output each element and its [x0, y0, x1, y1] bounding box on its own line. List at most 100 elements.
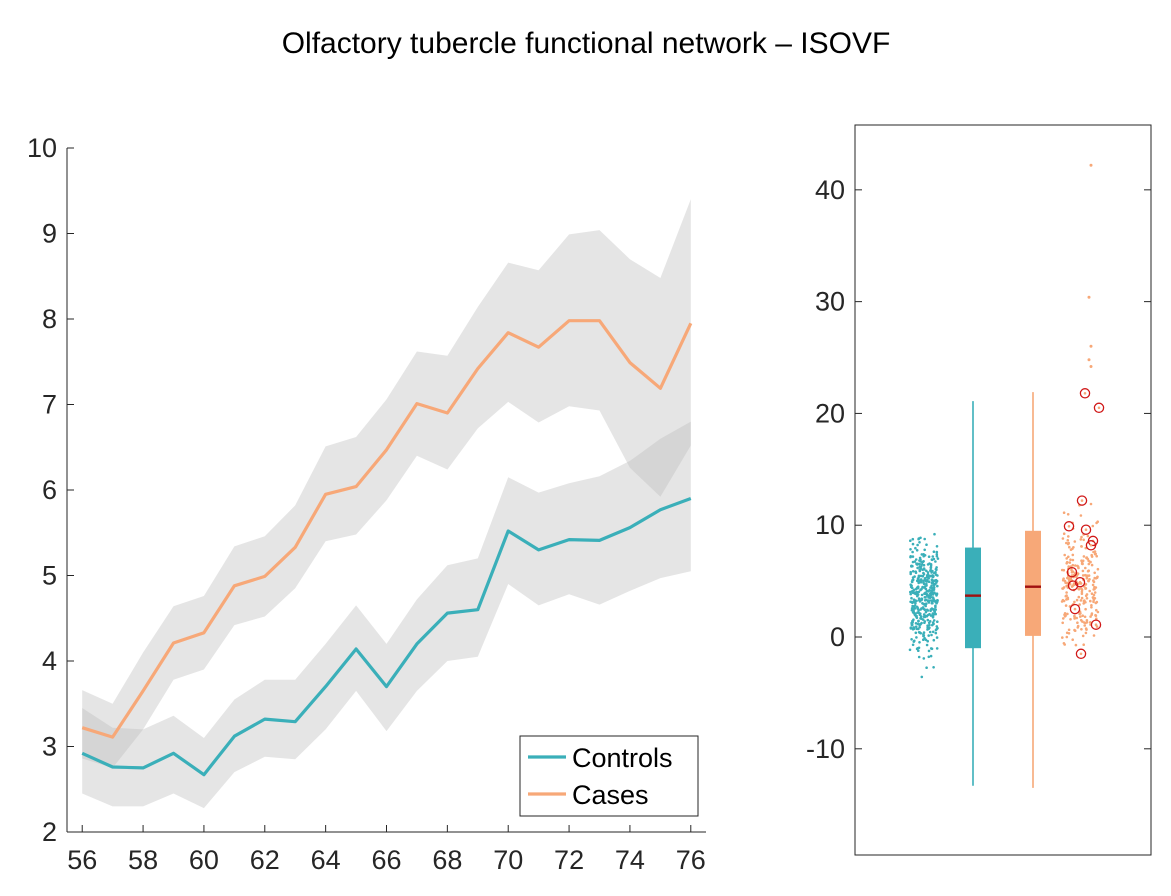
scatter-point-cases — [1094, 601, 1098, 605]
legend-label-1: Cases — [572, 780, 649, 810]
scatter-point-controls — [931, 630, 935, 634]
scatter-point-controls — [909, 548, 912, 551]
scatter-point-cases — [1083, 615, 1087, 619]
scatter-point-controls — [910, 580, 914, 583]
scatter-point-cases — [1069, 548, 1073, 551]
legend-label-0: Controls — [572, 743, 673, 773]
scatter-point-controls — [935, 647, 939, 650]
scatter-point-cases — [1080, 592, 1084, 596]
scatter-point-cases — [1061, 636, 1064, 639]
scatter-point-controls — [917, 590, 921, 594]
outlier-point-cases — [1089, 365, 1093, 368]
box-controls — [965, 547, 981, 649]
y-tick-label: 8 — [42, 304, 57, 334]
scatter-point-cases — [1087, 559, 1090, 563]
confidence-band-0 — [82, 421, 691, 809]
scatter-point-controls — [917, 579, 920, 583]
scatter-point-controls — [918, 641, 921, 644]
highlighted-point — [1080, 524, 1092, 535]
scatter-point-controls — [922, 657, 926, 660]
scatter-point-controls — [909, 570, 912, 574]
scatter-point-controls — [918, 568, 921, 571]
highlighted-point-dot — [1097, 406, 1101, 410]
scatter-point-cases — [1063, 553, 1066, 557]
scatter-point-controls — [934, 612, 937, 616]
scatter-point-controls — [909, 555, 912, 559]
scatter-point-controls — [930, 601, 934, 605]
x-tick-label: 56 — [67, 845, 97, 875]
scatter-point-controls — [914, 625, 918, 628]
scatter-point-controls — [911, 570, 915, 573]
scatter-point-controls — [932, 557, 936, 561]
scatter-point-cases — [1086, 569, 1090, 573]
box-y-tick-label: -10 — [806, 734, 845, 764]
scatter-point-cases — [1093, 587, 1096, 591]
x-tick-label: 70 — [493, 845, 523, 875]
scatter-point-cases — [1080, 590, 1084, 594]
scatter-point-cases — [1067, 628, 1071, 632]
scatter-point-cases — [1092, 596, 1095, 599]
x-tick-label: 66 — [371, 845, 401, 875]
scatter-point-controls — [917, 597, 921, 600]
scatter-point-cases — [1062, 511, 1066, 514]
scatter-point-cases — [1079, 615, 1082, 618]
scatter-point-controls — [917, 577, 920, 581]
scatter-point-cases — [1090, 612, 1094, 615]
scatter-point-controls — [909, 590, 912, 594]
scatter-point-cases — [1089, 599, 1092, 603]
scatter-point-controls — [931, 569, 934, 573]
scatter-point-controls — [910, 638, 913, 641]
scatter-point-controls — [914, 558, 918, 561]
scatter-point-controls — [925, 592, 928, 596]
scatter-point-cases — [1061, 537, 1065, 540]
scatter-point-controls — [922, 603, 926, 606]
scatter-point-cases — [1067, 632, 1071, 635]
scatter-point-controls — [913, 575, 916, 578]
scatter-point-controls — [913, 604, 917, 607]
scatter-point-controls — [916, 611, 919, 614]
box-chart-points — [908, 163, 1105, 679]
outlier-point-cases — [1089, 344, 1093, 348]
scatter-point-cases — [1068, 545, 1071, 549]
scatter-point-cases — [1083, 599, 1086, 602]
scatter-point-controls — [911, 643, 915, 647]
scatter-point-controls — [936, 584, 939, 588]
scatter-point-cases — [1090, 553, 1093, 557]
scatter-point-controls — [925, 576, 929, 579]
scatter-point-controls — [925, 580, 928, 583]
x-tick-label: 72 — [554, 845, 584, 875]
scatter-point-cases — [1079, 538, 1083, 541]
scatter-point-controls — [932, 586, 936, 589]
box-chart-panel: -10 0 10 20 30 40 — [806, 124, 1152, 856]
scatter-point-controls — [931, 623, 934, 627]
scatter-point-cases — [1080, 535, 1083, 539]
scatter-point-controls — [930, 578, 934, 581]
scatter-point-controls — [931, 596, 935, 600]
scatter-point-cases — [1089, 621, 1092, 624]
scatter-point-cases — [1066, 542, 1070, 546]
scatter-point-controls — [919, 608, 922, 611]
y-tick-label: 5 — [42, 561, 57, 591]
scatter-point-cases — [1063, 643, 1066, 646]
scatter-point-cases — [1077, 587, 1080, 591]
scatter-point-cases — [1091, 524, 1095, 528]
scatter-point-controls — [910, 596, 913, 600]
scatter-point-cases — [1069, 618, 1072, 621]
highlighted-point-dot — [1084, 528, 1088, 531]
box-y-tick-label: 30 — [815, 287, 845, 317]
scatter-point-cases — [1063, 579, 1067, 583]
scatter-point-controls — [911, 550, 914, 554]
highlighted-point — [1066, 566, 1078, 578]
scatter-point-controls — [929, 566, 933, 570]
outlier-point-cases — [1087, 358, 1091, 362]
scatter-point-cases — [1085, 619, 1089, 622]
scatter-point-controls — [934, 560, 937, 563]
scatter-point-cases — [1071, 553, 1075, 557]
scatter-point-controls — [910, 564, 913, 568]
scatter-point-cases — [1072, 582, 1076, 585]
scatter-point-controls — [919, 579, 923, 582]
scatter-point-controls — [923, 599, 927, 602]
scatter-point-cases — [1066, 539, 1070, 542]
scatter-point-controls — [913, 606, 916, 609]
scatter-point-controls — [913, 600, 916, 604]
